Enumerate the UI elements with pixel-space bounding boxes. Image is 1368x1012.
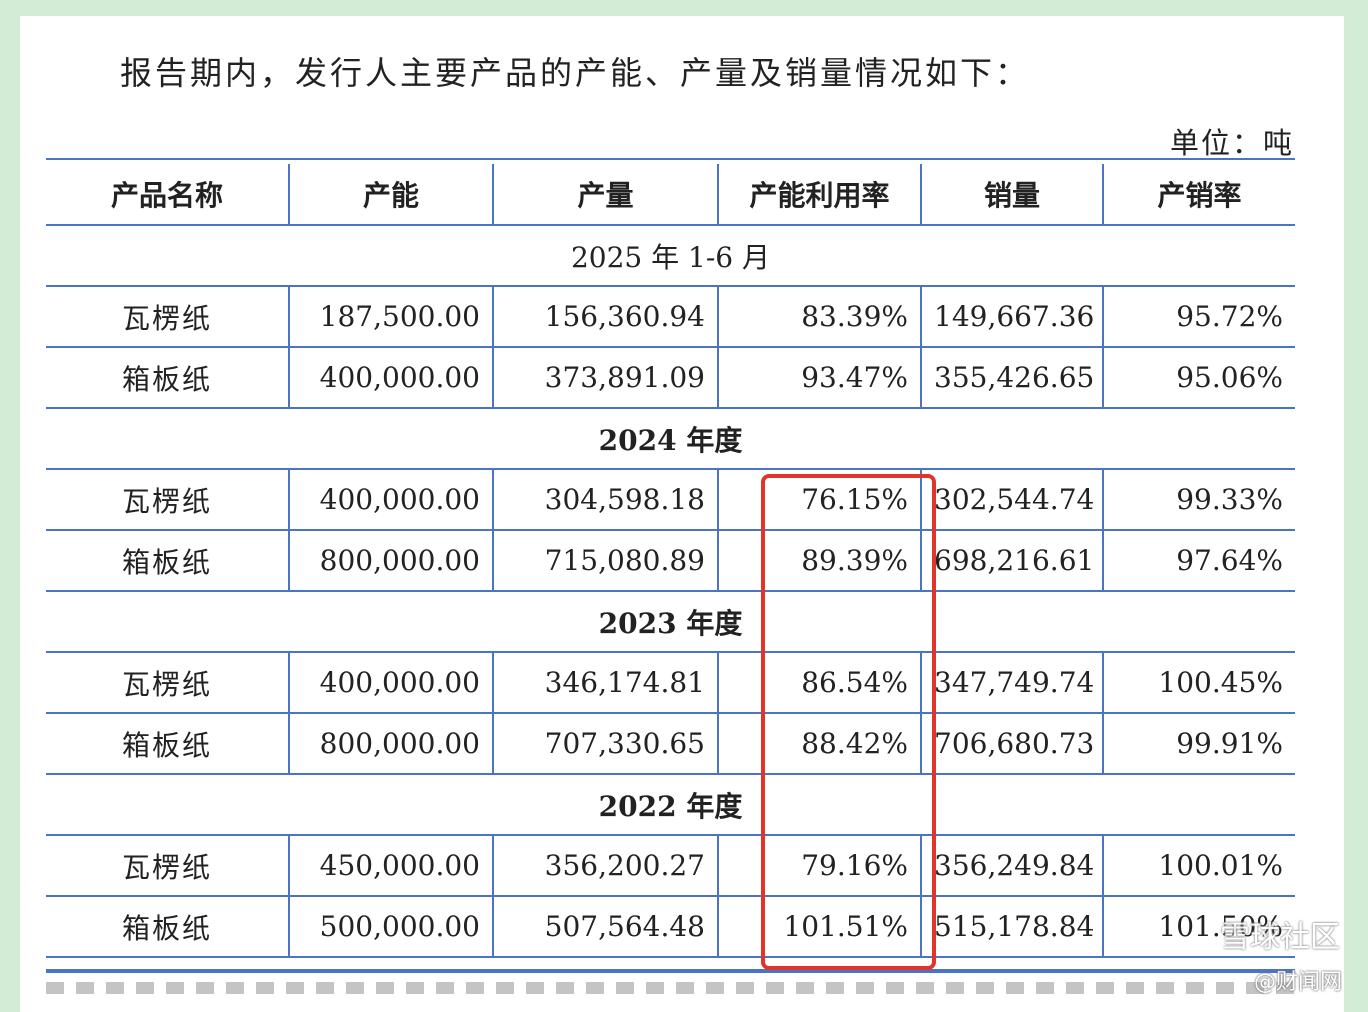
sales-ratio-cell: 97.64% <box>1102 529 1295 592</box>
output-cell: 346,174.81 <box>492 651 718 714</box>
section-row-2025h1: 2025 年 1-6 月 <box>46 224 1295 287</box>
capacity-table: 产品名称 产能 产量 产能利用率 销量 产销率 2025 年 1-6 月 瓦楞纸… <box>46 164 1295 958</box>
product-name-cell: 箱板纸 <box>46 895 289 958</box>
output-cell: 356,200.27 <box>492 834 718 897</box>
header-output: 产量 <box>492 164 718 226</box>
unit-label: 单位：吨 <box>1169 126 1294 160</box>
utilization-cell: 93.47% <box>717 346 921 409</box>
sales-ratio-cell: 95.06% <box>1102 346 1295 409</box>
sales-ratio-cell: 99.91% <box>1102 712 1295 775</box>
cut-off-footnote <box>46 978 1295 994</box>
table-row: 瓦楞纸 400,000.00 304,598.18 76.15% 302,544… <box>46 468 1295 531</box>
output-cell: 507,564.48 <box>492 895 718 958</box>
capacity-cell: 500,000.00 <box>288 895 493 958</box>
sales-ratio-cell: 95.72% <box>1102 285 1295 348</box>
table-header-row: 产品名称 产能 产量 产能利用率 销量 产销率 <box>46 164 1295 226</box>
table-row: 箱板纸 500,000.00 507,564.48 101.51% 515,17… <box>46 895 1295 958</box>
capacity-cell: 400,000.00 <box>288 346 493 409</box>
period-label: 2024 年度 <box>46 407 1295 470</box>
header-utilization: 产能利用率 <box>717 164 921 226</box>
period-label: 2023 年度 <box>46 590 1295 653</box>
watermark-secondary: @财闻网 <box>1253 970 1342 995</box>
sales-ratio-cell: 100.45% <box>1102 651 1295 714</box>
capacity-cell: 400,000.00 <box>288 651 493 714</box>
product-name-cell: 瓦楞纸 <box>46 834 289 897</box>
product-name-cell: 箱板纸 <box>46 346 289 409</box>
utilization-cell: 79.16% <box>717 834 921 897</box>
product-name-cell: 箱板纸 <box>46 529 289 592</box>
utilization-cell: 86.54% <box>717 651 921 714</box>
table-row: 箱板纸 800,000.00 707,330.65 88.42% 706,680… <box>46 712 1295 775</box>
section-row-2023: 2023 年度 <box>46 590 1295 653</box>
period-label: 2025 年 1-6 月 <box>46 224 1295 287</box>
output-cell: 715,080.89 <box>492 529 718 592</box>
section-row-2022: 2022 年度 <box>46 773 1295 836</box>
capacity-cell: 800,000.00 <box>288 712 493 775</box>
header-sales: 销量 <box>920 164 1103 226</box>
period-label: 2022 年度 <box>46 773 1295 836</box>
header-capacity: 产能 <box>288 164 493 226</box>
table-row: 箱板纸 400,000.00 373,891.09 93.47% 355,426… <box>46 346 1295 409</box>
sales-cell: 355,426.65 <box>920 346 1103 409</box>
table-row: 瓦楞纸 400,000.00 346,174.81 86.54% 347,749… <box>46 651 1295 714</box>
product-name-cell: 瓦楞纸 <box>46 468 289 531</box>
intro-text: 报告期内，发行人主要产品的产能、产量及销量情况如下： <box>120 54 1031 92</box>
utilization-cell: 76.15% <box>717 468 921 531</box>
sales-cell: 515,178.84 <box>920 895 1103 958</box>
table-bottom-rule <box>46 969 1295 973</box>
document-page: 报告期内，发行人主要产品的产能、产量及销量情况如下： 单位：吨 产品名称 产能 … <box>20 16 1344 1012</box>
utilization-cell: 88.42% <box>717 712 921 775</box>
output-cell: 156,360.94 <box>492 285 718 348</box>
sales-cell: 302,544.74 <box>920 468 1103 531</box>
sales-cell: 698,216.61 <box>920 529 1103 592</box>
sales-ratio-cell: 101.50% <box>1102 895 1295 958</box>
capacity-cell: 400,000.00 <box>288 468 493 531</box>
capacity-cell: 187,500.00 <box>288 285 493 348</box>
output-cell: 304,598.18 <box>492 468 718 531</box>
product-name-cell: 瓦楞纸 <box>46 651 289 714</box>
watermark-primary: 雪球社区 <box>1220 920 1340 955</box>
sales-cell: 347,749.74 <box>920 651 1103 714</box>
sales-ratio-cell: 100.01% <box>1102 834 1295 897</box>
table-top-rule <box>46 158 1295 160</box>
sales-ratio-cell: 99.33% <box>1102 468 1295 531</box>
capacity-cell: 800,000.00 <box>288 529 493 592</box>
table-row: 瓦楞纸 187,500.00 156,360.94 83.39% 149,667… <box>46 285 1295 348</box>
product-name-cell: 瓦楞纸 <box>46 285 289 348</box>
table-row: 瓦楞纸 450,000.00 356,200.27 79.16% 356,249… <box>46 834 1295 897</box>
utilization-cell: 83.39% <box>717 285 921 348</box>
sales-cell: 356,249.84 <box>920 834 1103 897</box>
utilization-cell: 101.51% <box>717 895 921 958</box>
product-name-cell: 箱板纸 <box>46 712 289 775</box>
sales-cell: 706,680.73 <box>920 712 1103 775</box>
section-row-2024: 2024 年度 <box>46 407 1295 470</box>
output-cell: 707,330.65 <box>492 712 718 775</box>
header-product-name: 产品名称 <box>46 164 289 226</box>
header-sales-ratio: 产销率 <box>1102 164 1295 226</box>
sales-cell: 149,667.36 <box>920 285 1103 348</box>
capacity-cell: 450,000.00 <box>288 834 493 897</box>
utilization-cell: 89.39% <box>717 529 921 592</box>
output-cell: 373,891.09 <box>492 346 718 409</box>
table-row: 箱板纸 800,000.00 715,080.89 89.39% 698,216… <box>46 529 1295 592</box>
